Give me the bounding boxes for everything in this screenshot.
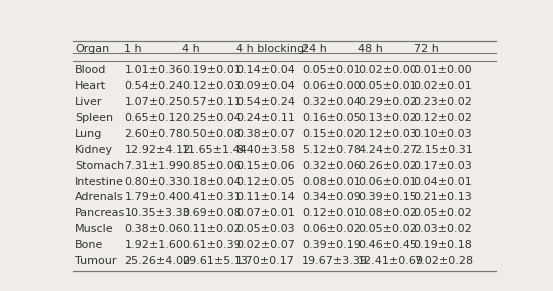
Text: Lung: Lung [75, 129, 102, 139]
Text: 0.85±0.06: 0.85±0.06 [182, 161, 241, 171]
Text: 0.65±0.12: 0.65±0.12 [124, 113, 183, 123]
Text: 0.08±0.02: 0.08±0.02 [358, 208, 417, 218]
Text: 0.19±0.18: 0.19±0.18 [414, 240, 473, 250]
Text: 10.35±3.33: 10.35±3.33 [124, 208, 190, 218]
Text: 0.02±0.00: 0.02±0.00 [358, 65, 417, 75]
Text: 72 h: 72 h [414, 44, 439, 54]
Text: 0.03±0.02: 0.03±0.02 [414, 224, 472, 234]
Text: 29.61±5.13: 29.61±5.13 [182, 256, 248, 266]
Text: 0.12±0.02: 0.12±0.02 [414, 113, 473, 123]
Text: Heart: Heart [75, 81, 106, 91]
Text: 0.41±0.31: 0.41±0.31 [182, 192, 241, 203]
Text: 0.46±0.45: 0.46±0.45 [358, 240, 417, 250]
Text: 0.05±0.01: 0.05±0.01 [358, 81, 416, 91]
Text: 0.05±0.03: 0.05±0.03 [236, 224, 294, 234]
Text: Tumour: Tumour [75, 256, 117, 266]
Text: 0.26±0.02: 0.26±0.02 [358, 161, 417, 171]
Text: 11.65±1.44: 11.65±1.44 [182, 145, 248, 155]
Text: 0.05±0.01: 0.05±0.01 [302, 65, 361, 75]
Text: 12.92±4.12: 12.92±4.12 [124, 145, 191, 155]
Text: 19.67±3.39: 19.67±3.39 [302, 256, 368, 266]
Text: 0.11±0.14: 0.11±0.14 [236, 192, 295, 203]
Text: 0.54±0.24: 0.54±0.24 [124, 81, 184, 91]
Text: 0.18±0.04: 0.18±0.04 [182, 177, 241, 187]
Text: 0.01±0.00: 0.01±0.00 [414, 65, 472, 75]
Text: 0.32±0.04: 0.32±0.04 [302, 97, 361, 107]
Text: Stomach: Stomach [75, 161, 124, 171]
Text: 0.02±0.07: 0.02±0.07 [236, 240, 295, 250]
Text: 0.39±0.15: 0.39±0.15 [358, 192, 417, 203]
Text: 2.60±0.78: 2.60±0.78 [124, 129, 184, 139]
Text: 0.12±0.05: 0.12±0.05 [236, 177, 295, 187]
Text: 0.80±0.33: 0.80±0.33 [124, 177, 183, 187]
Text: 0.05±0.02: 0.05±0.02 [358, 224, 417, 234]
Text: 0.06±0.00: 0.06±0.00 [302, 81, 361, 91]
Text: 0.54±0.24: 0.54±0.24 [236, 97, 295, 107]
Text: 4 h blockingᵃ: 4 h blockingᵃ [236, 44, 309, 54]
Text: 0.69±0.08: 0.69±0.08 [182, 208, 241, 218]
Text: 0.34±0.09: 0.34±0.09 [302, 192, 361, 203]
Text: 7.31±1.99: 7.31±1.99 [124, 161, 184, 171]
Text: 1.07±0.25: 1.07±0.25 [124, 97, 183, 107]
Text: 0.15±0.02: 0.15±0.02 [302, 129, 361, 139]
Text: 4.24±0.27: 4.24±0.27 [358, 145, 417, 155]
Text: 4 h: 4 h [182, 44, 200, 54]
Text: 0.05±0.02: 0.05±0.02 [414, 208, 472, 218]
Text: 0.02±0.01: 0.02±0.01 [414, 81, 472, 91]
Text: 0.32±0.06: 0.32±0.06 [302, 161, 361, 171]
Text: 0.13±0.02: 0.13±0.02 [358, 113, 417, 123]
Text: 0.08±0.01: 0.08±0.01 [302, 177, 361, 187]
Text: Spleen: Spleen [75, 113, 113, 123]
Text: 0.24±0.11: 0.24±0.11 [236, 113, 295, 123]
Text: 0.12±0.03: 0.12±0.03 [358, 129, 417, 139]
Text: 0.10±0.03: 0.10±0.03 [414, 129, 472, 139]
Text: 0.61±0.39: 0.61±0.39 [182, 240, 241, 250]
Text: 0.16±0.05: 0.16±0.05 [302, 113, 361, 123]
Text: Adrenals: Adrenals [75, 192, 124, 203]
Text: Blood: Blood [75, 65, 107, 75]
Text: 8.40±3.58: 8.40±3.58 [236, 145, 295, 155]
Text: 0.25±0.04: 0.25±0.04 [182, 113, 241, 123]
Text: 0.17±0.03: 0.17±0.03 [414, 161, 472, 171]
Text: 0.57±0.11: 0.57±0.11 [182, 97, 241, 107]
Text: 0.06±0.01: 0.06±0.01 [358, 177, 416, 187]
Text: 1.79±0.40: 1.79±0.40 [124, 192, 184, 203]
Text: 0.23±0.02: 0.23±0.02 [414, 97, 473, 107]
Text: 0.11±0.02: 0.11±0.02 [182, 224, 241, 234]
Text: 24 h: 24 h [302, 44, 327, 54]
Text: 0.50±0.08: 0.50±0.08 [182, 129, 241, 139]
Text: 0.12±0.03: 0.12±0.03 [182, 81, 241, 91]
Text: 0.07±0.01: 0.07±0.01 [236, 208, 295, 218]
Text: 0.12±0.01: 0.12±0.01 [302, 208, 361, 218]
Text: 12.41±0.69: 12.41±0.69 [358, 256, 424, 266]
Text: 0.21±0.13: 0.21±0.13 [414, 192, 472, 203]
Text: 0.38±0.06: 0.38±0.06 [124, 224, 183, 234]
Text: 25.26±4.00: 25.26±4.00 [124, 256, 190, 266]
Text: 1.70±0.17: 1.70±0.17 [236, 256, 295, 266]
Text: 48 h: 48 h [358, 44, 383, 54]
Text: 5.12±0.78: 5.12±0.78 [302, 145, 361, 155]
Text: 0.19±0.01: 0.19±0.01 [182, 65, 241, 75]
Text: Pancreas: Pancreas [75, 208, 126, 218]
Text: 0.15±0.06: 0.15±0.06 [236, 161, 294, 171]
Text: Organ: Organ [75, 44, 109, 54]
Text: 0.06±0.02: 0.06±0.02 [302, 224, 361, 234]
Text: 7.02±0.28: 7.02±0.28 [414, 256, 473, 266]
Text: Muscle: Muscle [75, 224, 114, 234]
Text: Kidney: Kidney [75, 145, 113, 155]
Text: 1.92±1.60: 1.92±1.60 [124, 240, 183, 250]
Text: Intestine: Intestine [75, 177, 124, 187]
Text: 0.14±0.04: 0.14±0.04 [236, 65, 295, 75]
Text: Liver: Liver [75, 97, 103, 107]
Text: 2.15±0.31: 2.15±0.31 [414, 145, 472, 155]
Text: Bone: Bone [75, 240, 103, 250]
Text: 0.29±0.02: 0.29±0.02 [358, 97, 417, 107]
Text: 0.04±0.01: 0.04±0.01 [414, 177, 472, 187]
Text: 0.09±0.04: 0.09±0.04 [236, 81, 295, 91]
Text: 0.38±0.07: 0.38±0.07 [236, 129, 295, 139]
Text: 1 h: 1 h [124, 44, 142, 54]
Text: 0.39±0.19: 0.39±0.19 [302, 240, 361, 250]
Text: 1.01±0.36: 1.01±0.36 [124, 65, 183, 75]
